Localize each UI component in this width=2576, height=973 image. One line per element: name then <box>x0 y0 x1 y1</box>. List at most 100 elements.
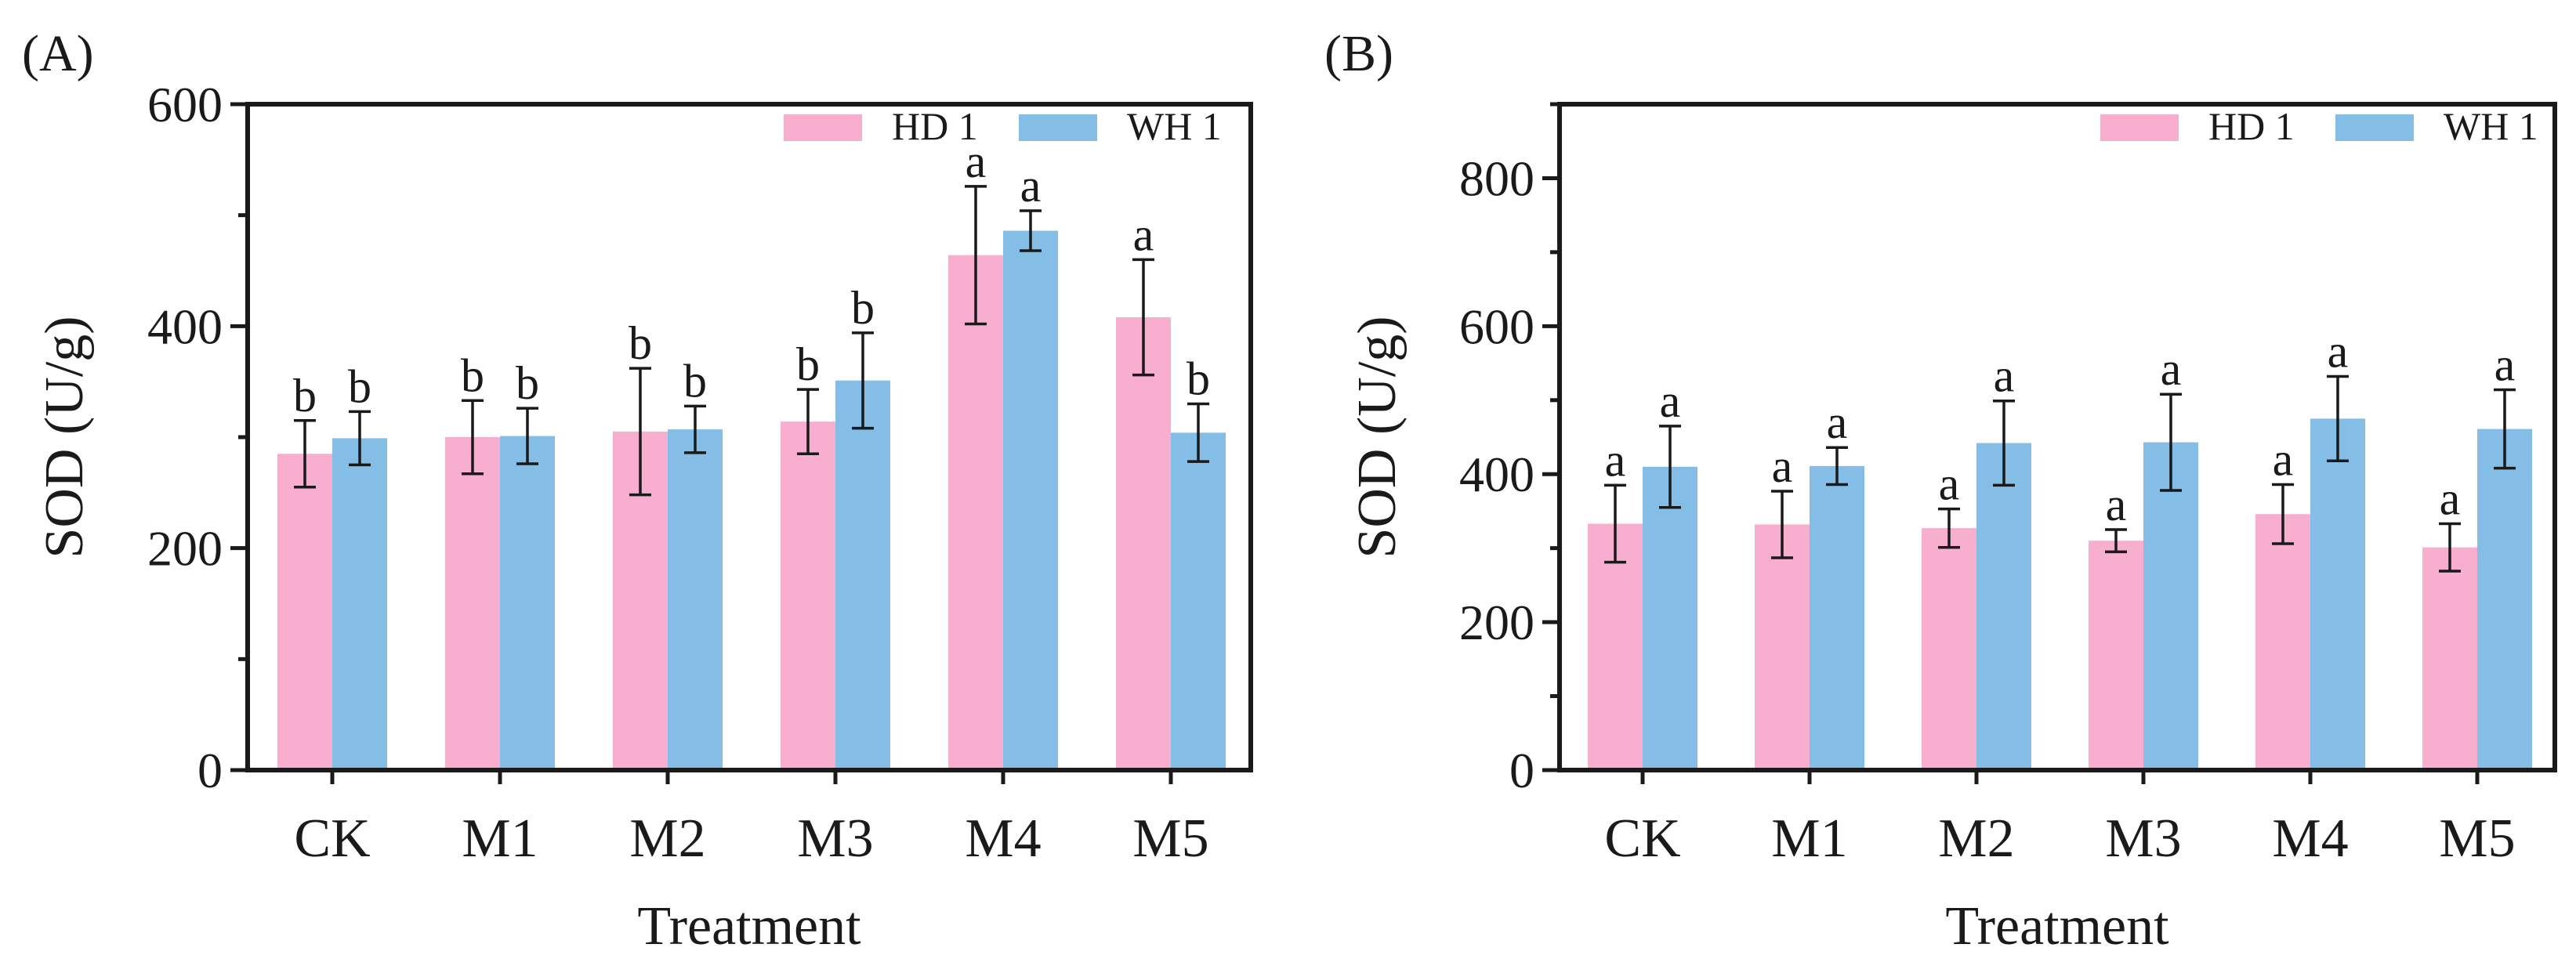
y-tick-label: 200 <box>1459 595 1534 650</box>
x-tick-label: CK <box>1604 808 1680 869</box>
y-tick-label: 400 <box>147 298 223 354</box>
y-tick-label: 400 <box>1459 447 1534 502</box>
bar-wh1-m3 <box>835 380 890 770</box>
x-tick-label: M1 <box>462 808 538 869</box>
bar-wh1-m4 <box>1003 230 1058 770</box>
significance-letter: b <box>348 360 371 412</box>
bar-hd1-ck <box>277 454 332 770</box>
error-bar <box>1187 402 1209 463</box>
bar-wh1-m5 <box>2477 429 2532 770</box>
legend-label: WH 1 <box>2444 104 2538 148</box>
error-bar <box>2439 522 2461 573</box>
error-bar <box>797 388 819 455</box>
error-bar <box>1826 446 1848 486</box>
legend-swatch <box>2100 114 2179 141</box>
legend-swatch <box>1019 114 1097 141</box>
bar-hd1-m3 <box>781 421 835 770</box>
bar-hd1-m3 <box>2089 541 2143 770</box>
bar-wh1-m2 <box>1976 443 2031 770</box>
error-bar <box>294 419 316 489</box>
plot-frame <box>245 102 1253 772</box>
significance-letter: a <box>1660 375 1681 427</box>
bar-wh1-m4 <box>2310 418 2365 770</box>
bar-hd1-m5 <box>1116 317 1171 770</box>
bar-hd1-m2 <box>1922 528 1976 770</box>
bar-hd1-m1 <box>445 437 500 770</box>
error-bar <box>1020 209 1042 252</box>
y-tick-label: 800 <box>1459 150 1534 206</box>
x-tick-label: M3 <box>2105 808 2181 869</box>
y-tick-label: 600 <box>147 77 223 132</box>
bar-wh1-m5 <box>1171 432 1226 770</box>
y-axis-title: SOD (U/g) <box>1347 316 1408 558</box>
x-tick-label: M3 <box>797 808 873 869</box>
error-bar <box>2494 388 2516 470</box>
bar-wh1-m2 <box>668 429 723 770</box>
x-tick-label: M5 <box>2439 808 2515 869</box>
error-bar <box>852 331 874 430</box>
bar-hd1-m5 <box>2422 547 2477 770</box>
x-axis-title: Treatment <box>1945 896 2169 957</box>
error-bar <box>1659 425 1681 509</box>
y-tick-label: 0 <box>1509 743 1534 798</box>
plot-frame <box>1557 102 2557 772</box>
significance-letter: a <box>1994 350 2015 402</box>
significance-letter: b <box>1187 353 1210 405</box>
x-tick-label: M2 <box>629 808 705 869</box>
significance-letter: b <box>851 282 875 334</box>
significance-letter: a <box>966 136 987 187</box>
legend: HD 1 WH 1 <box>784 104 1222 148</box>
x-tick-label: M2 <box>1938 808 2014 869</box>
bar-wh1-m3 <box>2143 442 2198 770</box>
bar-hd1-m4 <box>948 255 1003 771</box>
legend-label: HD 1 <box>892 104 978 148</box>
significance-letter: a <box>2273 433 2294 485</box>
significance-letter: a <box>1020 160 1042 212</box>
error-bar <box>2327 374 2349 462</box>
significance-letter: a <box>1133 208 1154 260</box>
x-tick-label: M4 <box>965 808 1041 869</box>
error-bar <box>1938 507 1960 549</box>
error-bar <box>349 410 371 467</box>
y-tick-label: 0 <box>197 743 223 798</box>
error-bar <box>2160 392 2182 492</box>
significance-letter: b <box>683 355 707 407</box>
x-tick-label: M4 <box>2272 808 2348 869</box>
error-bar <box>1771 490 1793 559</box>
significance-letter: a <box>2440 473 2461 525</box>
significance-letter: b <box>516 357 539 409</box>
error-bar <box>516 407 538 465</box>
legend-swatch <box>2335 114 2414 141</box>
y-tick-label: 600 <box>1459 298 1534 354</box>
significance-letter: a <box>1939 458 1960 510</box>
bar-hd1-m1 <box>1755 524 1810 770</box>
bar-wh1-m1 <box>1810 465 1864 770</box>
error-bar <box>2272 483 2294 545</box>
significance-letter: a <box>1772 440 1793 492</box>
bar-hd1-ck <box>1588 523 1643 770</box>
y-tick-label: 200 <box>147 521 223 577</box>
significance-letter: b <box>293 370 317 421</box>
significance-letter: a <box>1827 396 1848 448</box>
significance-letter: a <box>2494 339 2516 391</box>
error-bar <box>1993 399 2015 487</box>
x-tick-label: M1 <box>1771 808 1847 869</box>
significance-letter: a <box>2161 343 2182 395</box>
error-bar <box>1132 258 1154 377</box>
error-bar <box>1604 483 1626 564</box>
significance-letter: b <box>461 349 484 401</box>
error-bar <box>965 185 987 326</box>
legend: HD 1 WH 1 <box>2100 104 2538 148</box>
legend-label: WH 1 <box>1127 104 1222 148</box>
legend-label: HD 1 <box>2208 104 2295 148</box>
panel-label: (A) <box>22 25 94 82</box>
significance-letter: a <box>1605 434 1626 486</box>
legend-swatch <box>784 114 862 141</box>
significance-letter: b <box>796 338 820 390</box>
x-tick-label: CK <box>294 808 370 869</box>
bar-wh1-ck <box>1643 466 1697 770</box>
x-tick-label: M5 <box>1132 808 1208 869</box>
